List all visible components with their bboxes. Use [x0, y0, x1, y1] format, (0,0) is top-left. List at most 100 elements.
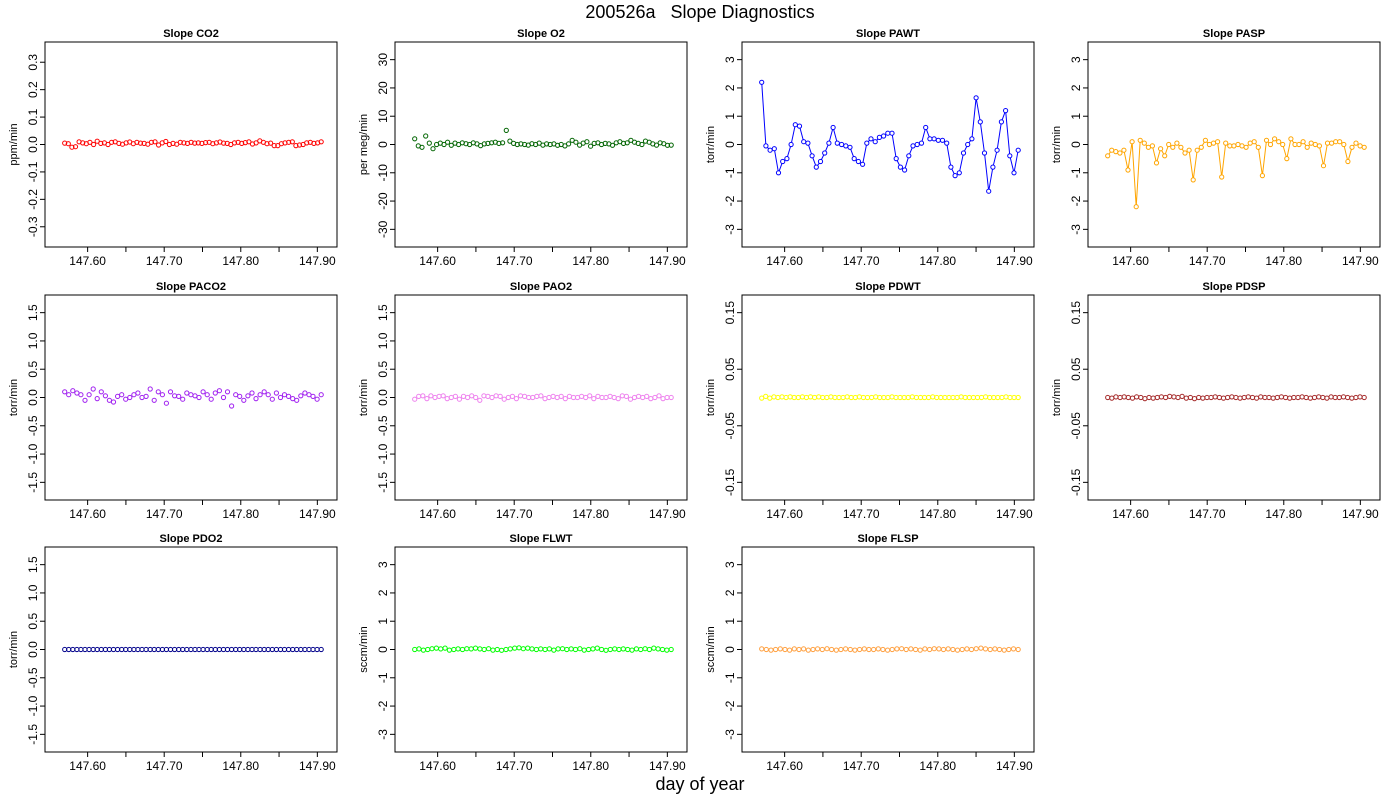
data-point	[286, 393, 292, 399]
data-point	[564, 646, 570, 653]
data-point	[1239, 143, 1245, 149]
y-axis-label: per meg/min	[358, 114, 370, 175]
data-point	[851, 156, 857, 162]
x-tick-label: 147.80	[1265, 254, 1302, 268]
data-point	[277, 394, 284, 401]
y-tick-label: 0.2	[26, 81, 40, 98]
data-point	[660, 396, 666, 402]
data-point	[940, 646, 947, 653]
data-point	[66, 392, 72, 398]
data-point	[159, 392, 165, 398]
data-point	[973, 646, 979, 652]
y-tick-label: -3	[723, 729, 737, 740]
x-tick-label: 147.90	[1342, 254, 1379, 268]
panel-slope-pdwt: Slope PDWT 147.60 147.70 147.80 147.90 -0.15 -…	[705, 281, 1035, 521]
x-tick-label: 147.80	[919, 254, 956, 268]
data-point	[119, 392, 125, 398]
data-point	[889, 394, 895, 400]
data-point	[102, 393, 109, 399]
data-point	[265, 392, 271, 398]
data-point	[856, 394, 863, 400]
x-tick-label: 147.60	[69, 759, 106, 773]
data-point	[448, 142, 454, 148]
x-tick-label: 147.70	[496, 507, 533, 521]
data-point	[872, 139, 878, 145]
data-point	[787, 647, 793, 653]
data-point	[314, 396, 320, 402]
data-point	[464, 646, 470, 652]
data-point	[1010, 646, 1017, 652]
data-point	[534, 393, 540, 399]
panel-slope-pawt: Slope PAWT 147.60 147.70 147.80 147.90 -3 -2 -1…	[705, 28, 1035, 268]
plot-frame	[1087, 294, 1381, 501]
data-point	[948, 164, 954, 170]
data-point	[970, 394, 977, 401]
data-point	[416, 393, 422, 399]
data-point	[759, 79, 765, 85]
y-tick-label: -0.2	[26, 189, 40, 210]
data-point	[906, 153, 912, 159]
data-point	[1311, 394, 1318, 401]
data-point	[503, 127, 509, 133]
data-point	[668, 394, 674, 401]
data-point	[188, 392, 194, 398]
data-point	[109, 139, 115, 145]
data-point	[298, 393, 304, 399]
data-point	[1190, 177, 1196, 183]
data-point	[477, 646, 483, 652]
data-point	[436, 393, 442, 399]
y-tick-label: 0.0	[26, 641, 40, 658]
data-point	[1015, 147, 1021, 153]
data-point	[212, 390, 218, 396]
data-point	[123, 396, 129, 402]
data-point	[1283, 394, 1289, 401]
panel-title: Slope PDWT	[855, 281, 921, 293]
data-point	[995, 394, 1001, 401]
y-tick-label: 3	[723, 56, 737, 63]
y-tick-label: -1.5	[376, 472, 390, 493]
panel-title: Slope PDSP	[1203, 281, 1266, 293]
data-point	[927, 136, 933, 142]
panel-title: Slope CO2	[163, 28, 219, 40]
data-point	[913, 646, 919, 653]
data-point	[200, 646, 206, 653]
data-point	[1223, 140, 1229, 146]
data-point	[983, 394, 989, 400]
y-tick-label: -1.0	[26, 443, 40, 464]
x-tick-label: 147.90	[1342, 507, 1379, 521]
data-point	[135, 390, 141, 396]
data-point	[237, 393, 243, 399]
data-point	[899, 646, 905, 652]
data-point	[286, 139, 292, 145]
data-point	[562, 396, 568, 402]
data-point	[257, 392, 263, 398]
data-point	[857, 646, 863, 653]
data-point	[72, 144, 79, 150]
data-point	[224, 389, 231, 395]
data-point	[848, 394, 854, 401]
panel-slope-pasp: Slope PASP 147.60 147.70 147.80 147.90 -3 -2 -1…	[1051, 28, 1381, 268]
data-point	[1280, 141, 1286, 148]
data-point	[1274, 394, 1280, 401]
data-point	[783, 394, 789, 401]
data-point	[481, 393, 487, 399]
data-point	[69, 144, 75, 150]
data-point	[481, 141, 487, 147]
y-tick-label: -0.5	[376, 415, 390, 436]
data-point	[787, 394, 793, 400]
series-line	[761, 82, 1019, 192]
data-point	[871, 646, 877, 653]
panel-slope-co2: Slope CO2 147.60 147.70 147.80 147.90 -0.3 -0.…	[8, 28, 338, 268]
data-point	[296, 142, 303, 148]
data-point	[768, 647, 774, 653]
data-point	[819, 646, 825, 653]
data-point	[1254, 395, 1260, 401]
data-point	[200, 389, 206, 395]
plot-frame	[741, 546, 1035, 753]
y-tick-label: 1	[723, 113, 737, 120]
x-tick-label: 147.80	[1265, 507, 1302, 521]
data-point	[1336, 394, 1342, 401]
data-point	[208, 396, 214, 402]
data-point	[763, 646, 769, 653]
data-point	[577, 646, 583, 652]
